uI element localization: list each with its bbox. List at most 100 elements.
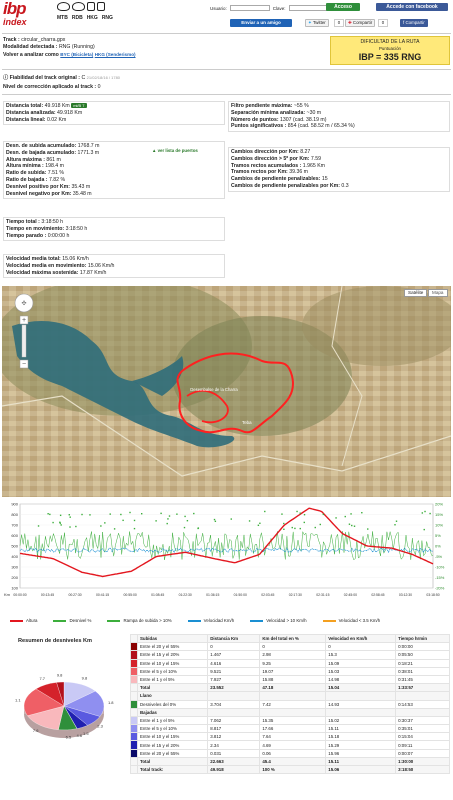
table-cell: 15.29 bbox=[325, 740, 397, 750]
pie-slice bbox=[23, 688, 65, 716]
mountain-icon: ▲ bbox=[152, 148, 157, 153]
steep-ramp-marker bbox=[89, 514, 91, 516]
linear-distance-label: Distancia lineal: bbox=[6, 116, 46, 123]
elevation-row: Desnivel negativo por Km: 35.48 m bbox=[6, 191, 222, 198]
facebook-login-button[interactable]: Accede con facebook bbox=[376, 3, 448, 11]
table-section-row: Llano bbox=[130, 691, 450, 701]
elevation-row: Desnivel positivo por Km: 35.43 m bbox=[6, 184, 222, 191]
pie-slice bbox=[63, 690, 105, 717]
ibp-logo[interactable]: ibp index bbox=[3, 0, 63, 28]
table-cell: 1:33:57 bbox=[395, 683, 450, 693]
speed-series-line bbox=[19, 547, 433, 554]
reliability-label: Fiabilidad del track original : bbox=[9, 75, 80, 81]
reanalyze-hiking-link[interactable]: HKG (Senderismo) bbox=[94, 52, 136, 58]
modality-rng[interactable]: RNG bbox=[101, 15, 113, 21]
ibp-score: IBP = 335 RNG bbox=[358, 52, 422, 62]
logo-index-text: index bbox=[3, 17, 27, 27]
map-view-button[interactable]: Mapa bbox=[428, 289, 448, 297]
table-row: Entre el 5 y el 10% 9.521 19.07 15.03 0:38:0… bbox=[130, 666, 450, 676]
share-button[interactable]: ✚ Compartir bbox=[345, 19, 376, 27]
elevation-row: Ratio de bajada : 7.82 % bbox=[6, 177, 222, 184]
twitter-button[interactable]: ✦ Twitter bbox=[305, 19, 329, 27]
satellite-view-button[interactable]: Satélite bbox=[404, 289, 428, 297]
table-cell: 22.663 bbox=[207, 756, 261, 767]
color-swatch bbox=[130, 674, 138, 685]
satellite-map[interactable]: ✣ + − Desembalse de la Charra Teba bbox=[2, 286, 451, 497]
steep-ramp-marker bbox=[344, 515, 346, 518]
table-cell: 14.98 bbox=[325, 674, 397, 685]
table-row: Entre el 20 y el 55% 0.031 0.06 15.96 0:00:0… bbox=[130, 748, 450, 758]
color-swatch bbox=[130, 650, 138, 660]
password-input[interactable] bbox=[288, 5, 329, 11]
steep-ramp-marker bbox=[294, 527, 296, 530]
speed-row: Velocidad máxima sostenida: 17.87 Km/h bbox=[6, 270, 222, 277]
table-cell: 15.18 bbox=[325, 732, 397, 742]
table-cell: 45.4 bbox=[259, 756, 327, 767]
table-cell: 15.11 bbox=[325, 724, 397, 734]
table-cell: Entre el 1 y el 5% bbox=[136, 674, 209, 685]
table-cell: Llano bbox=[136, 691, 209, 701]
changes-value: 8.27 bbox=[298, 149, 311, 155]
total-distance-value: 49.918 Km bbox=[44, 103, 70, 109]
steep-ramp-marker bbox=[140, 513, 143, 515]
steep-ramp-marker bbox=[120, 513, 122, 516]
filter-value: ~55 % bbox=[293, 103, 309, 109]
profile-chart[interactable]: 900 20% 800 15% 700 10% 600 5% 500 0% 400 -5% 300 -10… bbox=[2, 500, 451, 615]
changes-label: Cambios de pendiente penalizables por Km… bbox=[231, 182, 340, 189]
reliability-row: ⓘ Fiabilidad del track original : C 21/0… bbox=[3, 74, 120, 81]
modality-hkg[interactable]: HKG bbox=[86, 15, 98, 21]
pie-label: 7.7 bbox=[39, 676, 45, 681]
time-label: Tiempo parado : bbox=[6, 232, 47, 239]
elevation-value: 861 m bbox=[44, 156, 61, 163]
filters-box: Filtro pendiente máxima: ~55 % Separació… bbox=[228, 101, 450, 133]
y-left-tick: 900 bbox=[11, 502, 18, 507]
table-cell: 3.812 bbox=[207, 732, 261, 742]
table-cell: 47.18 bbox=[259, 683, 327, 693]
divider bbox=[2, 94, 451, 95]
steep-ramp-marker bbox=[348, 523, 351, 525]
speed-row: Velocidad media en movimiento: 15.06 Km/… bbox=[6, 263, 222, 270]
color-swatch bbox=[130, 715, 138, 726]
pie-label: 9.8 bbox=[82, 676, 88, 681]
table-cell: 0:35:01 bbox=[395, 724, 450, 734]
time-row: Tiempo en movimiento: 3:18:50 h bbox=[6, 226, 222, 233]
y-left-tick: 200 bbox=[11, 575, 18, 580]
divider bbox=[2, 69, 451, 70]
changes-box: Cambios dirección por Km: 8.27 Cambios di… bbox=[228, 147, 450, 192]
modality-mtb[interactable]: MTB bbox=[57, 15, 68, 21]
table-cell: 0:38:01 bbox=[395, 666, 450, 676]
steep-ramp-marker bbox=[335, 517, 337, 519]
legend-swatch bbox=[10, 619, 23, 622]
table-cell: 0:05:50 bbox=[395, 650, 450, 660]
x-tick: 01:22:30 bbox=[179, 593, 192, 597]
access-button[interactable]: Acceso bbox=[326, 3, 360, 11]
steep-ramp-marker bbox=[281, 513, 283, 515]
table-cell: 15.11 bbox=[325, 756, 397, 767]
steep-ramp-marker bbox=[319, 523, 321, 526]
steep-ramp-marker bbox=[104, 522, 106, 524]
table-cell: Entre el 5 y el 10% bbox=[136, 666, 209, 676]
analyzed-distance-label: Distancia analizada: bbox=[6, 109, 56, 116]
facebook-share-button[interactable]: f Compartir bbox=[400, 19, 428, 27]
pie-label: 1.1 bbox=[15, 698, 21, 703]
table-cell: Distancia Km bbox=[207, 633, 261, 644]
steep-ramp-marker bbox=[259, 522, 261, 524]
twitter-icon: ✦ bbox=[308, 20, 312, 25]
send-friend-button[interactable]: Enviar a un amigo bbox=[230, 19, 292, 27]
steep-ramp-marker bbox=[47, 513, 49, 515]
x-tick: 00:13:45 bbox=[41, 593, 54, 597]
color-swatch bbox=[130, 666, 138, 676]
y-left-tick: 700 bbox=[11, 523, 18, 528]
summary-title: Resumen de desniveles Km bbox=[18, 638, 92, 644]
pie-label: 1.8 bbox=[108, 700, 114, 705]
share-count: 0 bbox=[378, 19, 388, 27]
ports-link[interactable]: ▲ ver lista de puertos bbox=[152, 148, 198, 155]
elevation-label: Ratio de bajada : bbox=[6, 176, 48, 183]
modality-rdb[interactable]: RDB bbox=[71, 15, 83, 21]
reanalyze-bicycle-link[interactable]: BYC (Bicicleta) bbox=[60, 52, 94, 58]
reanalyze-label: Volver a analizar como bbox=[3, 52, 59, 59]
map-canvas[interactable]: ✣ + − Desembalse de la Charra Teba bbox=[2, 286, 451, 497]
track-label: Track : bbox=[3, 37, 20, 43]
user-input[interactable] bbox=[229, 5, 270, 11]
share-label: Compartir bbox=[352, 20, 373, 25]
